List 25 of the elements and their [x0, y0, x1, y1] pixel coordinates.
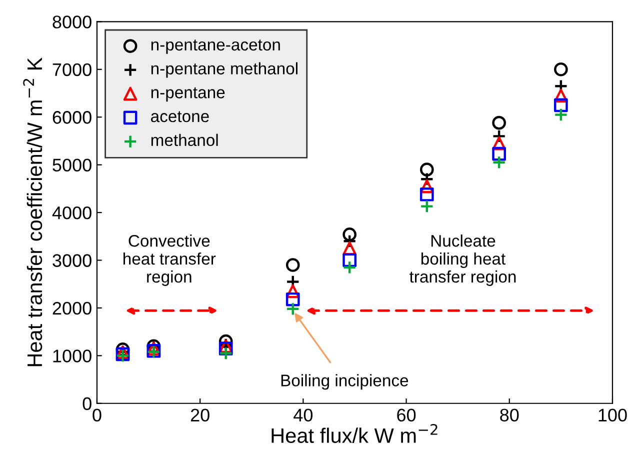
y-tick-label: 7000	[52, 63, 92, 76]
y-tick-label: 5000	[52, 158, 92, 172]
y-tick-label: 4000	[52, 206, 92, 220]
legend-label: n-pentane methanol	[151, 62, 298, 78]
y-tick-label: 1000	[53, 350, 92, 362]
x-tick-label: 80	[500, 408, 519, 422]
legend-label: n-pentane-aceton	[151, 40, 280, 54]
x-tick-label: 100	[598, 408, 627, 422]
annotation: Nucleate boiling heat transfer region	[410, 234, 516, 286]
x-tick-label: 60	[397, 408, 416, 422]
y-tick-label: 3000	[52, 254, 92, 267]
x-axis-title: Heat flux/k W m$^{−2}$	[272, 424, 438, 443]
legend-label: acetone	[151, 111, 209, 122]
x-tick-label: 0	[92, 408, 102, 422]
annotation: Convective heat transfer region	[124, 234, 216, 286]
annotation: Boiling incipience	[281, 374, 408, 390]
x-tick-label: 20	[190, 408, 210, 422]
x-tick-label: 40	[294, 408, 313, 422]
y-tick-label: 6000	[52, 111, 92, 124]
legend-label: methanol	[151, 134, 218, 146]
y-axis-title: Heat transfer coefficient/W m$^{−2}$ K	[23, 58, 42, 366]
y-tick-label: 8000	[52, 16, 92, 28]
y-tick-label: 2000	[52, 302, 92, 315]
legend-label: n-pentane	[151, 87, 225, 102]
y-tick-label: 0	[82, 397, 92, 410]
